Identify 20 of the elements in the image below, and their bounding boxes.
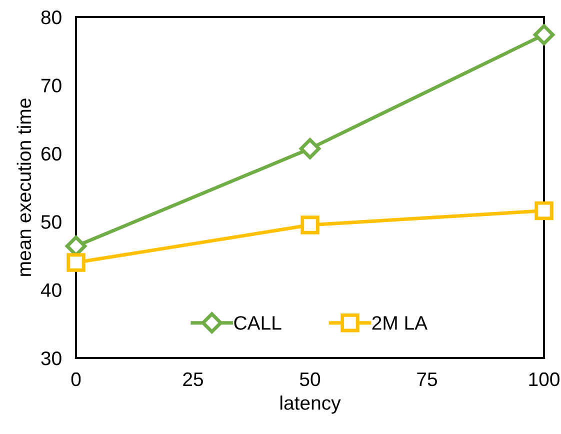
x-tick-label: 100 [529,372,560,386]
point [299,138,321,160]
legend-label: 2M LA [372,316,428,330]
y-tick-label: 40 [40,283,62,298]
x-axis-title: latency [280,396,341,414]
y-tick-label: 70 [41,78,62,92]
x-tick-label: 50 [300,372,320,386]
y-tick-label: 80 [41,10,62,24]
y-axis-title: mean execution time [16,98,32,276]
legend-label: CALL [234,316,282,330]
point [534,201,554,220]
y-tick-label: 30 [41,351,62,366]
x-tick-label: 25 [183,372,203,386]
x-tick-label: 0 [71,372,81,386]
y-tick-label: 50 [41,215,62,229]
point [300,216,320,234]
point [533,24,555,46]
y-tick-label: 60 [41,146,62,161]
x-tick-label: 75 [417,372,437,386]
point [66,253,86,272]
